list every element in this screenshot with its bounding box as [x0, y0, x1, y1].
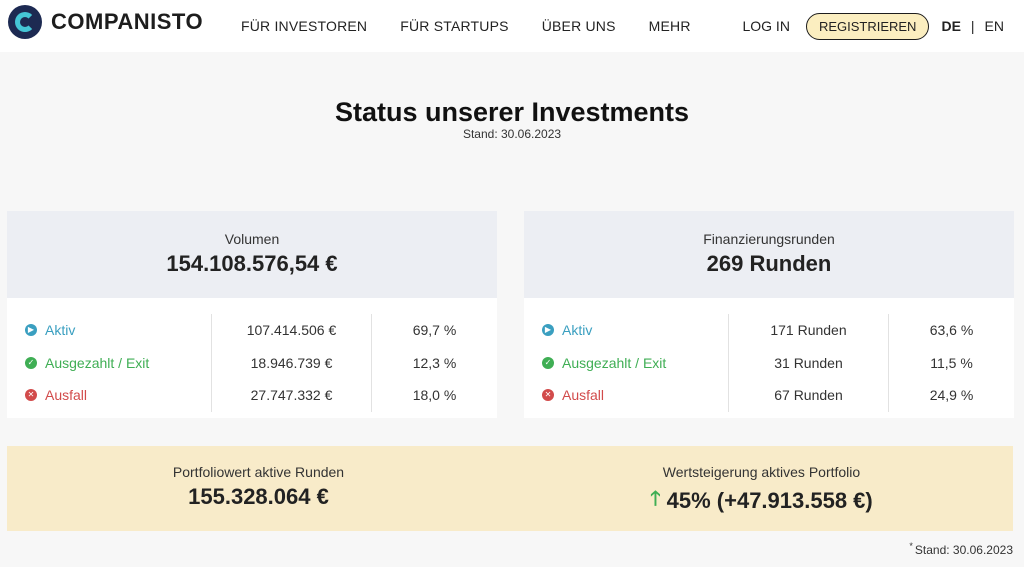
- status-label-exit: Ausgezahlt / Exit: [562, 354, 667, 371]
- page-subtitle: Stand: 30.06.2023: [462, 127, 562, 141]
- header-actions: LOG IN REGISTRIEREN DE | EN: [742, 0, 1004, 52]
- page-title: Status unserer Investments: [334, 97, 690, 127]
- status-label-ausfall: Ausfall: [45, 387, 88, 404]
- footnote-marker: *: [909, 541, 913, 551]
- companisto-logo-icon: [8, 5, 42, 39]
- rounds-label: Finanzierungsrunden: [703, 231, 835, 247]
- play-circle-icon: ▶: [542, 324, 554, 337]
- rounds-rows: ▶ Aktiv 171 Runden 63,6 % ✓ Ausgezahlt / E…: [524, 298, 1014, 412]
- volume-amount-aktiv: 107.414.506 €: [211, 314, 371, 347]
- status-label-aktiv: Aktiv: [562, 322, 593, 339]
- status-label-aktiv: Aktiv: [45, 322, 76, 339]
- growth-section: Wertsteigerung aktives Portfolio 🡑 45% (…: [510, 446, 1013, 531]
- growth-value: 45% (+47.913.558 €): [666, 488, 873, 513]
- volume-percent-exit: 12,3 %: [371, 346, 497, 379]
- nav-ueber-uns[interactable]: ÜBER UNS: [541, 18, 616, 34]
- volume-card-header: Volumen 154.108.576,54 €: [7, 211, 497, 298]
- table-row: ✓ Ausgezahlt / Exit 18.946.739 € 12,3 %: [7, 346, 497, 379]
- arrow-up-icon: 🡑: [650, 488, 661, 510]
- portfolio-label: Portfoliowert aktive Runden: [172, 464, 345, 480]
- login-link[interactable]: LOG IN: [742, 18, 790, 34]
- portfolio-summary: Portfoliowert aktive Runden 155.328.064 …: [7, 446, 1013, 531]
- rounds-value: 269 Runden: [706, 251, 832, 276]
- volume-card: Volumen 154.108.576,54 € ▶ Aktiv 107.414.…: [7, 211, 497, 418]
- volume-label: Volumen: [224, 231, 280, 247]
- play-circle-icon: ▶: [25, 324, 37, 337]
- lang-en[interactable]: EN: [984, 18, 1004, 34]
- logo-text: COMPANISTO: [51, 9, 204, 34]
- volume-amount-exit: 18.946.739 €: [211, 346, 371, 379]
- volume-rows: ▶ Aktiv 107.414.506 € 69,7 % ✓ Ausgezahlt …: [7, 298, 497, 412]
- rounds-amount-ausfall: 67 Runden: [728, 379, 888, 412]
- growth-value-wrapper: 🡑 45% (+47.913.558 €): [510, 484, 1013, 518]
- check-circle-icon: ✓: [25, 356, 37, 369]
- x-circle-icon: ✕: [542, 389, 554, 402]
- portfolio-value-section: Portfoliowert aktive Runden 155.328.064 …: [7, 446, 510, 531]
- table-row: ✕ Ausfall 67 Runden 24,9 %: [524, 379, 1014, 412]
- rounds-card: Finanzierungsrunden 269 Runden ▶ Aktiv 17…: [524, 211, 1014, 418]
- companisto-logo[interactable]: COMPANISTO: [8, 5, 203, 39]
- footnote: * Stand: 30.06.2023: [909, 541, 1013, 557]
- site-header: COMPANISTO FÜR INVESTOREN FÜR STARTUPS Ü…: [0, 0, 1024, 52]
- main-nav: FÜR INVESTOREN FÜR STARTUPS ÜBER UNS MEH…: [241, 0, 724, 52]
- check-circle-icon: ✓: [542, 356, 554, 369]
- volume-amount-ausfall: 27.747.332 €: [211, 379, 371, 412]
- table-row: ✕ Ausfall 27.747.332 € 18,0 %: [7, 379, 497, 412]
- status-label-ausfall: Ausfall: [562, 387, 605, 404]
- rounds-percent-ausfall: 24,9 %: [888, 379, 1014, 412]
- lang-de[interactable]: DE: [941, 18, 961, 34]
- nav-fuer-investoren[interactable]: FÜR INVESTOREN: [241, 18, 368, 34]
- lang-separator: |: [970, 18, 975, 34]
- footnote-text: Stand: 30.06.2023: [914, 543, 1013, 557]
- table-row: ▶ Aktiv 171 Runden 63,6 %: [524, 314, 1014, 347]
- volume-value: 154.108.576,54 €: [166, 251, 338, 276]
- nav-mehr[interactable]: MEHR: [648, 18, 691, 34]
- portfolio-value: 155.328.064 €: [188, 484, 329, 509]
- rounds-percent-aktiv: 63,6 %: [888, 314, 1014, 347]
- table-row: ▶ Aktiv 107.414.506 € 69,7 %: [7, 314, 497, 347]
- volume-percent-ausfall: 18,0 %: [371, 379, 497, 412]
- register-button[interactable]: REGISTRIEREN: [805, 12, 930, 40]
- growth-label: Wertsteigerung aktives Portfolio: [662, 464, 861, 480]
- table-row: ✓ Ausgezahlt / Exit 31 Runden 11,5 %: [524, 346, 1014, 379]
- rounds-amount-aktiv: 171 Runden: [728, 314, 888, 347]
- x-circle-icon: ✕: [25, 389, 37, 402]
- status-label-exit: Ausgezahlt / Exit: [45, 354, 150, 371]
- volume-percent-aktiv: 69,7 %: [371, 314, 497, 347]
- nav-fuer-startups[interactable]: FÜR STARTUPS: [400, 18, 509, 34]
- rounds-percent-exit: 11,5 %: [888, 346, 1014, 379]
- rounds-card-header: Finanzierungsrunden 269 Runden: [524, 211, 1014, 298]
- rounds-amount-exit: 31 Runden: [728, 346, 888, 379]
